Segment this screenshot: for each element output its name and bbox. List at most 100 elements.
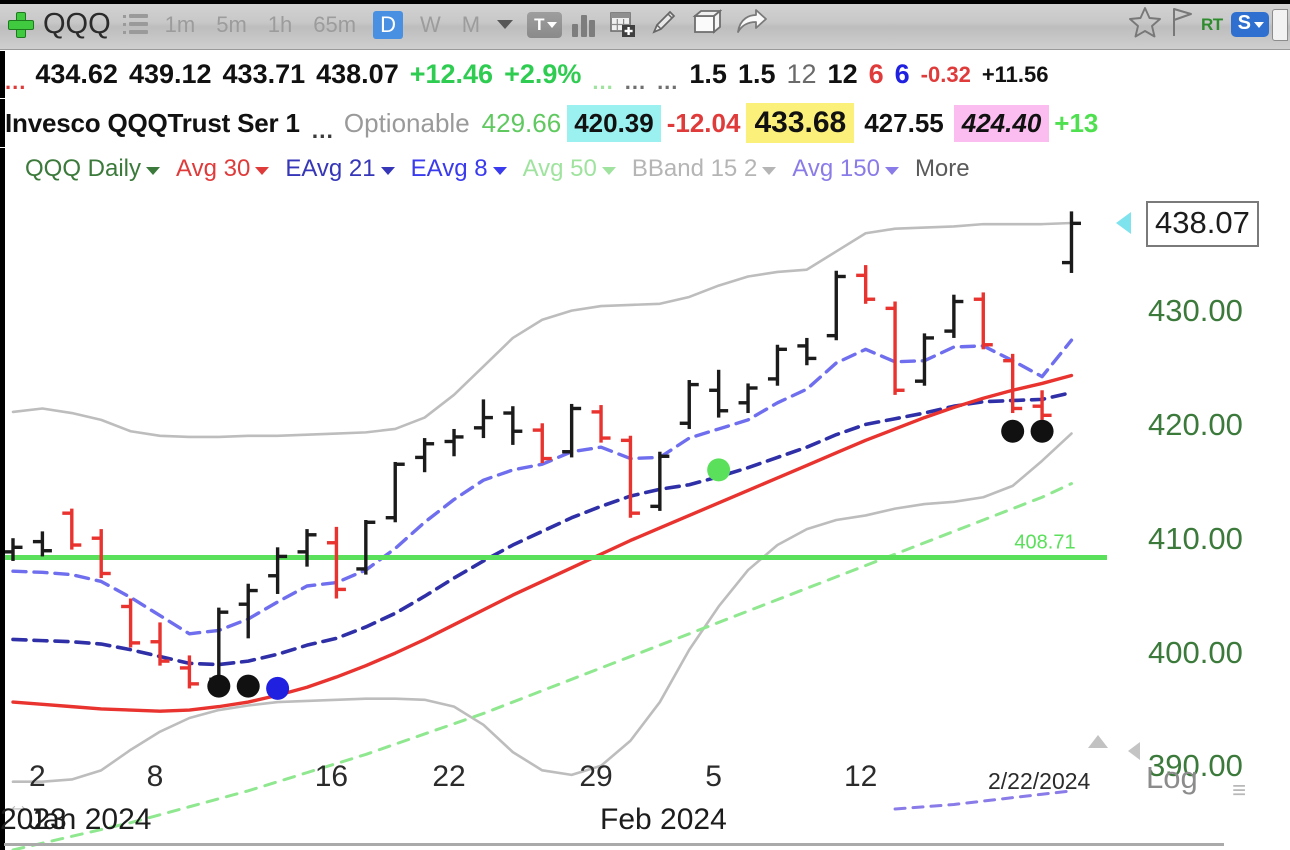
price-tick-410: 410.00 — [1148, 520, 1243, 556]
quote-value-5: 6 — [868, 59, 884, 89]
value-cyan-highlight: 420.39 — [567, 104, 661, 142]
text-tool-label: T — [534, 14, 545, 34]
pencil-icon[interactable] — [650, 8, 678, 41]
indicator-caret-1[interactable] — [255, 167, 270, 175]
quote-open: 434.62 — [35, 59, 118, 89]
avg30-line — [11, 373, 1074, 713]
date-tick-16: 16 — [314, 760, 349, 793]
folder-icon[interactable] — [692, 8, 723, 41]
bband-lower-line — [11, 432, 1073, 784]
chart-plot-area[interactable]: 408.71 — [0, 190, 1290, 850]
ohlc-bars — [5, 211, 1081, 691]
timeframe-1m[interactable]: 1m — [164, 11, 196, 37]
date-tick-5: 5 — [705, 760, 722, 793]
axis-settings-icon[interactable]: ≡ — [1232, 777, 1247, 804]
quote-positive-value: +11.56 — [981, 61, 1049, 87]
indicator-caret-4[interactable] — [601, 167, 616, 175]
symbol-label[interactable]: QQQ — [43, 8, 111, 40]
star-icon[interactable] — [1127, 5, 1163, 44]
timeframe-M[interactable]: M — [461, 11, 481, 37]
quote-value-1: 1.5 — [689, 59, 727, 89]
chevron-down-small-icon-2 — [1254, 22, 1264, 28]
quote-low: 433.71 — [222, 59, 306, 89]
toolbar-right-group: RT S — [1127, 0, 1290, 49]
scan-badge[interactable]: S — [1230, 12, 1269, 37]
signal-dot-black-4[interactable] — [1030, 419, 1054, 443]
price-tick-420: 420.00 — [1148, 406, 1243, 442]
indicator-qqq-daily[interactable]: QQQ Daily — [25, 155, 142, 182]
bar-chart-icon[interactable] — [572, 13, 598, 37]
optionable-label: Optionable — [343, 107, 470, 138]
bottom-divider — [4, 843, 1224, 846]
indicator-eavg-8[interactable]: EAvg 8 — [410, 155, 488, 182]
chart-svg: 408.71 — [5, 211, 1107, 850]
axis-scroll-up-triangle[interactable] — [1088, 735, 1108, 748]
avg50-line — [11, 482, 1073, 850]
timeframe-W[interactable]: W — [419, 11, 441, 37]
quote-negative-value: -0.32 — [920, 61, 971, 87]
quote-high: 439.12 — [128, 59, 212, 89]
price-axis[interactable]: 438.07 430.00 420.00 410.00 400.00 390.00 — [1088, 190, 1290, 810]
chevron-down-icon[interactable] — [497, 20, 514, 29]
log-scale-toggle[interactable]: Log — [1146, 760, 1198, 795]
quote-leading-dots: ... — [5, 68, 27, 94]
text-tool-icon[interactable]: T — [527, 11, 563, 38]
date-tick-12: 12 — [843, 760, 878, 793]
signal-dot-black-2[interactable] — [236, 674, 260, 698]
value-yellow-highlight: 433.68 — [746, 103, 855, 143]
main-toolbar: QQQ 1m 5m 1h 65m D W M T — [0, 0, 1290, 50]
value-green: 429.66 — [481, 107, 562, 138]
indicator-avg-30[interactable]: Avg 30 — [176, 155, 251, 182]
timeframe-1h[interactable]: 1h — [267, 11, 293, 37]
quote-row-ohlc: ... 434.62 439.12 433.71 438.07 +12.46 +… — [0, 51, 1290, 98]
flag-icon[interactable] — [1169, 5, 1195, 44]
signal-dot-black-1[interactable] — [207, 674, 231, 698]
value-red: -12.04 — [666, 107, 741, 138]
add-grid-icon[interactable] — [610, 11, 638, 38]
indicator-avg-50[interactable]: Avg 50 — [522, 155, 597, 182]
timeframe-65m[interactable]: 65m — [313, 11, 357, 37]
indicator-avg-150[interactable]: Avg 150 — [792, 155, 880, 182]
quote-value-3: 12 — [786, 59, 817, 89]
timeframe-D[interactable]: D — [373, 10, 403, 39]
realtime-badge[interactable]: RT — [1200, 14, 1223, 34]
month-label-1: Jan 2024 — [28, 803, 152, 836]
watchlist-icon[interactable] — [122, 13, 149, 37]
indicator-caret-0[interactable] — [146, 167, 161, 175]
quote-change: +12.46 — [409, 59, 494, 89]
indicator-caret-3[interactable] — [492, 167, 507, 175]
support-line-label: 408.71 — [1014, 531, 1075, 553]
bband-upper-line — [11, 221, 1073, 439]
date-axis: ↔ 2 8 16 22 29 5 12 2023 Jan 2024 Feb 2024 2/22/… — [0, 755, 1290, 850]
add-symbol-icon[interactable] — [6, 10, 36, 40]
price-tick-430: 430.00 — [1148, 293, 1243, 329]
current-price-label[interactable]: 438.07 — [1146, 201, 1259, 248]
quote-dots-a: ... — [592, 68, 614, 94]
indicator-caret-2[interactable] — [380, 167, 395, 175]
signal-dot-blue[interactable] — [266, 676, 290, 700]
quote-value-6: 6 — [894, 59, 910, 89]
eavg8-line — [11, 338, 1074, 636]
share-arrow-icon[interactable] — [736, 8, 768, 41]
panel-edge-handle[interactable] — [1272, 8, 1288, 41]
month-label-0: 2023 — [0, 803, 67, 836]
horizontal-resize-icon[interactable]: ↔ — [6, 791, 31, 819]
chevron-down-small-icon — [547, 21, 558, 28]
company-name: Invesco QQQTrust Ser 1 — [5, 107, 300, 138]
timeframe-5m[interactable]: 5m — [216, 11, 247, 37]
indicator-caret-6[interactable] — [884, 167, 899, 175]
indicator-more[interactable]: More — [914, 155, 970, 182]
axis-collapse-triangle[interactable] — [1128, 741, 1140, 760]
quote-last: 438.07 — [316, 59, 399, 89]
toolbar-left-group: QQQ 1m 5m 1h 65m D W M T — [0, 0, 782, 49]
indicator-caret-5[interactable] — [762, 167, 777, 175]
signal-dot-black-3[interactable] — [1001, 419, 1025, 443]
date-tick-22: 22 — [432, 760, 466, 793]
indicator-eavg-21[interactable]: EAvg 21 — [285, 155, 376, 182]
signal-dot-green[interactable] — [707, 458, 731, 482]
quote-value-4: 12 — [827, 59, 858, 89]
current-price-marker-arrow — [1116, 212, 1131, 235]
value-pink-highlight: 424.40 — [953, 104, 1050, 142]
indicator-bband-15-2[interactable]: BBand 15 2 — [631, 155, 758, 182]
